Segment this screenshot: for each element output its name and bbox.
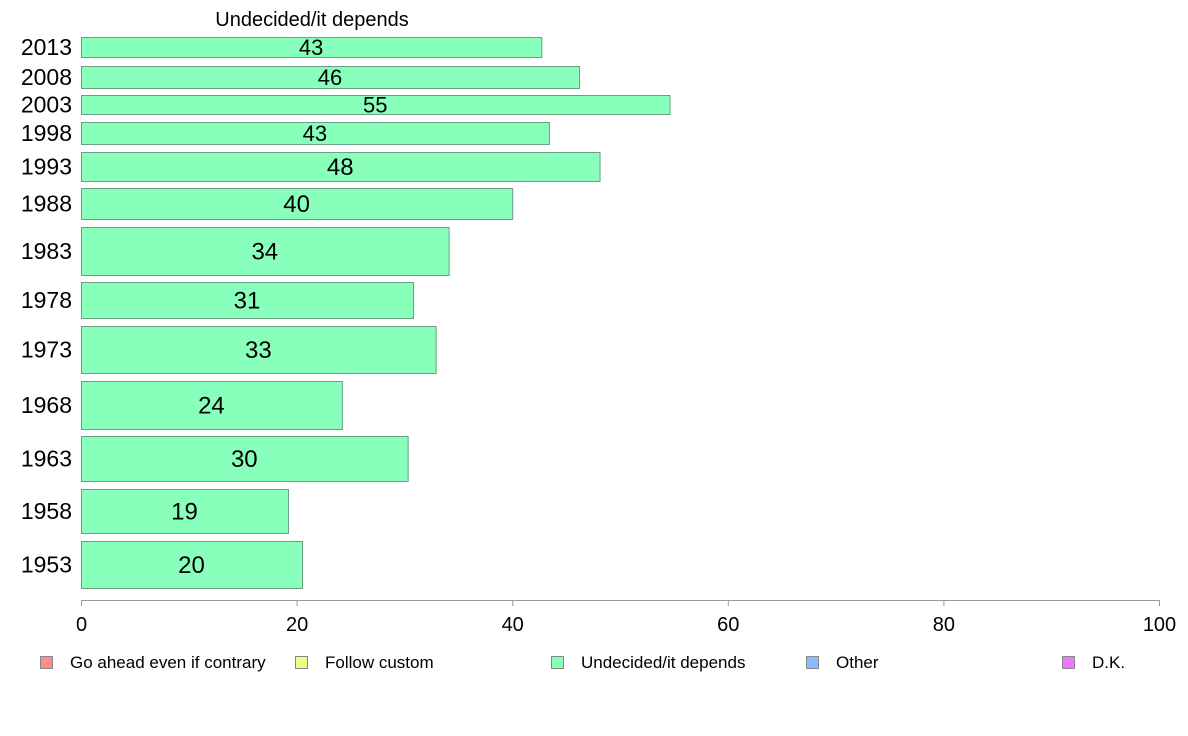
y-tick-label-1983: 1983 bbox=[21, 238, 72, 264]
bar-value-label-1958: 19 bbox=[171, 499, 198, 526]
y-tick-label-2003: 2003 bbox=[21, 92, 72, 118]
legend-label: Follow custom bbox=[325, 653, 434, 672]
legend: Go ahead even if contrary Follow custom Un… bbox=[40, 653, 1125, 672]
y-tick-label-1963: 1963 bbox=[21, 446, 72, 472]
y-tick-label-1968: 1968 bbox=[21, 392, 72, 418]
bar-value-label-1978: 31 bbox=[234, 288, 261, 315]
bar-value-label-1998: 43 bbox=[303, 121, 327, 146]
y-tick-label-1988: 1988 bbox=[21, 191, 72, 217]
legend-swatch bbox=[806, 656, 819, 669]
legend-swatch bbox=[295, 656, 308, 669]
legend-label: Undecided/it depends bbox=[581, 653, 745, 672]
bar-1973 bbox=[81, 326, 437, 374]
bar-1988 bbox=[81, 188, 514, 220]
chart-title: Undecided/it depends bbox=[215, 9, 408, 31]
y-tick-label-1973: 1973 bbox=[21, 337, 72, 363]
bar-1963 bbox=[81, 436, 409, 482]
bar-value-label-2013: 43 bbox=[299, 35, 323, 60]
bar-1993 bbox=[81, 152, 601, 182]
bar-value-label-1968: 24 bbox=[198, 393, 225, 420]
x-tick-label-40: 40 bbox=[502, 614, 524, 636]
x-tick-label-20: 20 bbox=[286, 614, 308, 636]
bar-value-label-1963: 30 bbox=[231, 446, 258, 473]
y-tick-label-2013: 2013 bbox=[21, 34, 72, 60]
x-tick-label-0: 0 bbox=[76, 614, 87, 636]
bar-value-label-2008: 46 bbox=[318, 65, 342, 90]
legend-label: D.K. bbox=[1092, 653, 1125, 672]
bar-2008 bbox=[81, 66, 581, 89]
bar-2003 bbox=[81, 95, 671, 115]
x-tick-label-60: 60 bbox=[717, 614, 739, 636]
bar-2013 bbox=[81, 37, 543, 58]
bar-value-label-1983: 34 bbox=[251, 239, 278, 266]
y-tick-label-2008: 2008 bbox=[21, 64, 72, 90]
bar-1998 bbox=[81, 122, 550, 145]
bar-1968 bbox=[81, 381, 343, 430]
x-tick-label-100: 100 bbox=[1143, 614, 1176, 636]
bar-value-label-1993: 48 bbox=[327, 154, 354, 181]
bar-1983 bbox=[81, 227, 450, 276]
y-tick-label-1998: 1998 bbox=[21, 120, 72, 146]
bar-value-label-2003: 55 bbox=[363, 92, 387, 117]
legend-swatch bbox=[551, 656, 564, 669]
bar-1958 bbox=[81, 489, 289, 534]
legend-label: Other bbox=[836, 653, 879, 672]
bar-value-label-1973: 33 bbox=[245, 337, 272, 364]
y-tick-label-1953: 1953 bbox=[21, 552, 72, 578]
legend-label: Go ahead even if contrary bbox=[70, 653, 266, 672]
legend-swatch bbox=[40, 656, 53, 669]
y-tick-label-1993: 1993 bbox=[21, 154, 72, 180]
bar-1953 bbox=[81, 541, 303, 589]
legend-swatch bbox=[1062, 656, 1075, 669]
bar-value-label-1988: 40 bbox=[283, 191, 310, 218]
bar-value-label-1953: 20 bbox=[178, 552, 205, 579]
x-axis: 0 20 40 60 80 100 bbox=[76, 600, 1176, 636]
x-tick-label-80: 80 bbox=[933, 614, 955, 636]
bar-1978 bbox=[81, 282, 415, 319]
y-tick-label-1958: 1958 bbox=[21, 498, 72, 524]
y-tick-label-1978: 1978 bbox=[21, 287, 72, 313]
